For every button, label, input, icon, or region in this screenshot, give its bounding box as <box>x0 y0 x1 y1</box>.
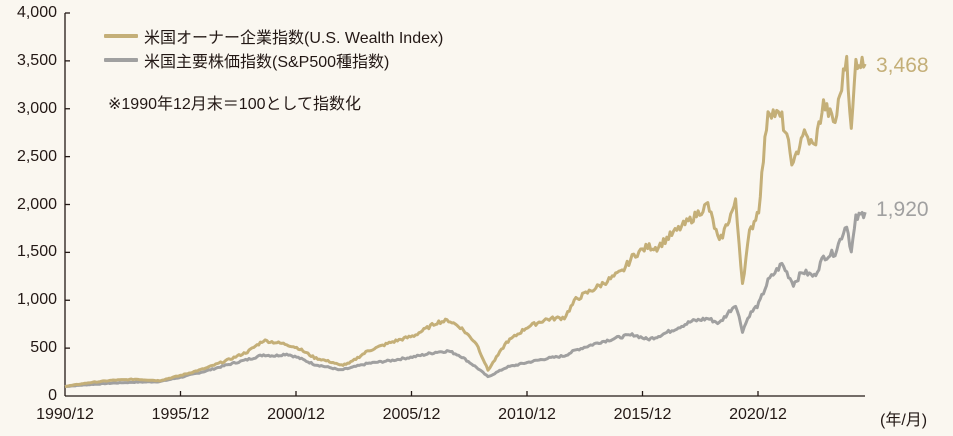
y-tick-label: 0 <box>48 387 57 404</box>
y-tick-label: 500 <box>30 339 57 357</box>
legend-swatch-gray <box>104 58 138 62</box>
y-tick-label: 1,500 <box>16 243 57 261</box>
legend-item-sp500: 米国主要株価指数(S&P500種指数) <box>104 48 443 72</box>
x-tick-label: 1995/12 <box>151 406 210 423</box>
x-axis-unit: (年/月) <box>880 412 928 429</box>
x-tick-label: 2000/12 <box>267 406 325 423</box>
legend-swatch-gold <box>104 34 138 38</box>
x-tick-label: 1990/12 <box>36 406 94 423</box>
sp500-line <box>64 211 867 388</box>
axes <box>64 12 865 397</box>
wealth-index-line <box>64 54 867 389</box>
y-tick-label: 3,000 <box>16 99 57 117</box>
end-value-sp500: 1,920 <box>876 198 929 221</box>
x-tick-label: 2015/12 <box>613 406 672 423</box>
legend-label: 米国オーナー企業指数(U.S. Wealth Index) <box>144 30 444 47</box>
y-tick-label: 1,000 <box>16 291 57 309</box>
legend-item-wealth-index: 米国オーナー企業指数(U.S. Wealth Index) <box>104 24 443 48</box>
x-tick-label: 2010/12 <box>498 406 556 423</box>
y-tick-label: 4,000 <box>16 4 57 21</box>
y-tick-label: 2,000 <box>16 195 57 213</box>
chart-note: ※1990年12月末＝100として指数化 <box>108 96 362 113</box>
x-tick-label: 2020/12 <box>729 406 787 423</box>
x-tick-label: 2005/12 <box>382 406 441 423</box>
y-tick-label: 3,500 <box>16 51 57 69</box>
series-lines <box>64 54 867 389</box>
end-value-wealth-index: 3,468 <box>876 54 929 77</box>
legend: 米国オーナー企業指数(U.S. Wealth Index) 米国主要株価指数(S… <box>104 24 443 72</box>
y-tick-label: 2,500 <box>16 147 57 165</box>
legend-label: 米国主要株価指数(S&P500種指数) <box>144 54 390 71</box>
